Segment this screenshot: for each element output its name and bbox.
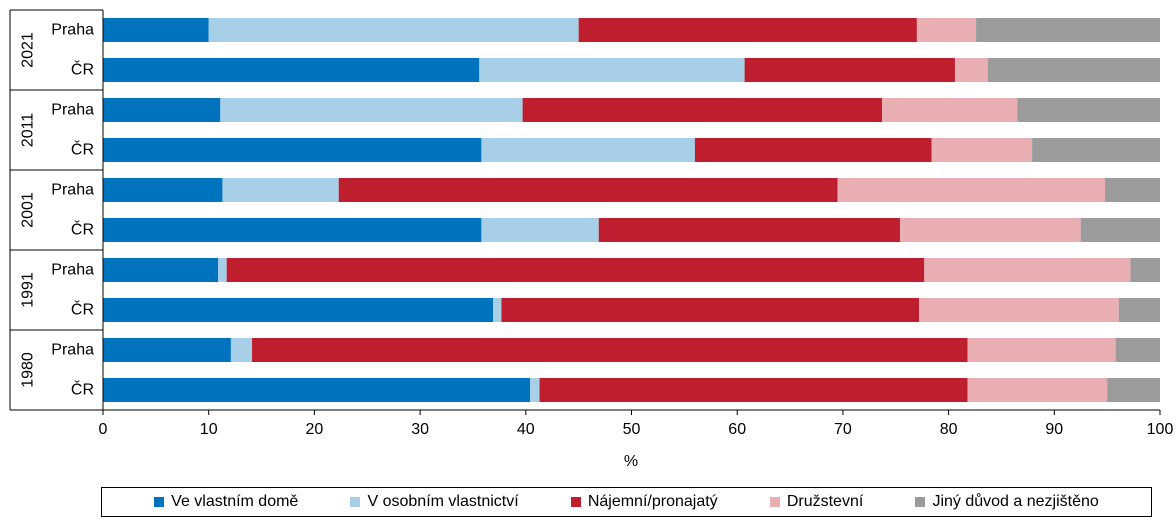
bar-segment	[987, 58, 1160, 82]
bar-segment	[103, 58, 480, 82]
x-tick-label: 30	[411, 421, 429, 438]
bar-segment	[1115, 338, 1160, 362]
bar-segment	[967, 338, 1116, 362]
x-axis: 0 10 20 30 40 50 60 70 80 90 100	[9, 9, 1174, 438]
row-label: Praha	[51, 262, 94, 279]
legend-swatch	[570, 497, 581, 507]
bar-segment	[481, 138, 695, 162]
bar-segment	[103, 138, 482, 162]
legend-item: Nájemní/pronajatý	[570, 493, 718, 511]
bar-segment	[226, 258, 925, 282]
x-tick-label: 40	[517, 421, 535, 438]
bar-segment	[501, 298, 920, 322]
legend-label: Ve vlastním domě	[171, 493, 299, 510]
bar-segment	[208, 18, 579, 42]
row-label: ČR	[71, 140, 94, 159]
bar-segment	[598, 218, 900, 242]
bar-segment	[103, 258, 219, 282]
bar-segment	[479, 58, 745, 82]
bar-segment	[578, 18, 917, 42]
bar-segment	[1105, 178, 1160, 202]
bar-segment	[103, 178, 223, 202]
bar-segment	[220, 98, 523, 122]
group-label: 1991	[20, 272, 37, 308]
row-label: ČR	[71, 380, 94, 399]
bar-segment	[103, 18, 209, 42]
x-tick-label: 10	[200, 421, 218, 438]
row-label: ČR	[71, 220, 94, 239]
bar-segment	[899, 218, 1081, 242]
legend-item: Jiný důvod a nezjištěno	[915, 493, 1099, 511]
legend-swatch	[350, 497, 361, 507]
bar-segment	[1080, 218, 1160, 242]
legend-swatch	[915, 497, 926, 507]
bar-segment	[103, 378, 531, 402]
x-tick-label: 70	[834, 421, 852, 438]
bar-segment	[954, 58, 988, 82]
x-tick-label: 50	[623, 421, 641, 438]
legend-item: Ve vlastním domě	[154, 493, 298, 511]
bar-segment	[522, 98, 883, 122]
bar-segment	[103, 98, 221, 122]
legend-label: V osobním vlastnictví	[367, 493, 519, 510]
x-tick-label: 90	[1045, 421, 1063, 438]
bar-segment	[1130, 258, 1160, 282]
row-labels: Praha ČR Praha ČR Praha ČR Praha ČR Praha ČR	[51, 22, 94, 399]
row-label: ČR	[71, 300, 94, 319]
legend-swatch	[154, 497, 165, 507]
bar-segment	[744, 58, 955, 82]
bar-segment	[218, 258, 227, 282]
bar-segment	[338, 178, 838, 202]
bar-segment	[1118, 298, 1160, 322]
legend-label: Jiný důvod a nezjištěno	[932, 493, 1099, 510]
x-tick-label: 80	[940, 421, 958, 438]
bar-segment	[530, 378, 540, 402]
bar-segment	[837, 178, 1106, 202]
bar-segment	[481, 218, 599, 242]
x-tick-label: 0	[99, 421, 108, 438]
bar-segment	[222, 178, 339, 202]
group-label: 2011	[20, 113, 37, 148]
bar-segment	[252, 338, 968, 362]
bar-segment	[916, 18, 977, 42]
row-label: Praha	[51, 102, 94, 119]
bar-segment	[103, 298, 494, 322]
bar-segment	[1032, 138, 1160, 162]
group-label: 1980	[20, 352, 37, 388]
row-label: Praha	[51, 342, 94, 359]
bar-segment	[924, 258, 1131, 282]
bar-segment	[882, 98, 1018, 122]
x-tick-label: 100	[1147, 421, 1174, 438]
legend-label: Nájemní/pronajatý	[587, 493, 718, 510]
bar-segment	[1017, 98, 1160, 122]
legend-label: Družstevní	[786, 493, 864, 510]
group-label: 2001	[20, 192, 37, 228]
bar-segment	[967, 378, 1108, 402]
bar-segment	[493, 298, 502, 322]
bars-layer	[103, 18, 1160, 402]
legend-swatch	[769, 497, 780, 507]
bar-segment	[539, 378, 968, 402]
row-label: Praha	[51, 182, 94, 199]
legend-item: Družstevní	[769, 493, 864, 511]
bar-segment	[103, 218, 482, 242]
bar-segment	[694, 138, 932, 162]
bar-segment	[976, 18, 1160, 42]
legend-item: V osobním vlastnictví	[350, 493, 519, 511]
group-label: 2021	[20, 32, 37, 68]
bar-segment	[230, 338, 253, 362]
x-tick-label: 60	[728, 421, 746, 438]
row-label: Praha	[51, 22, 94, 39]
bar-segment	[1107, 378, 1160, 402]
bar-segment	[919, 298, 1119, 322]
group-labels: 2021 2011 2001 1991 1980	[20, 32, 37, 388]
legend: Ve vlastním domě V osobním vlastnictví Náj…	[101, 487, 1152, 517]
x-axis-label: %	[624, 453, 638, 470]
x-tick-label: 20	[306, 421, 324, 438]
row-label: ČR	[71, 60, 94, 79]
bar-segment	[931, 138, 1033, 162]
bar-segment	[103, 338, 231, 362]
